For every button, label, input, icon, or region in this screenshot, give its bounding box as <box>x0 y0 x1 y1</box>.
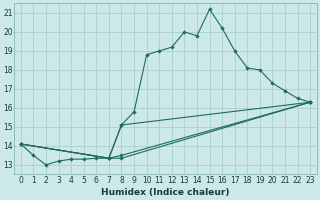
X-axis label: Humidex (Indice chaleur): Humidex (Indice chaleur) <box>101 188 230 197</box>
